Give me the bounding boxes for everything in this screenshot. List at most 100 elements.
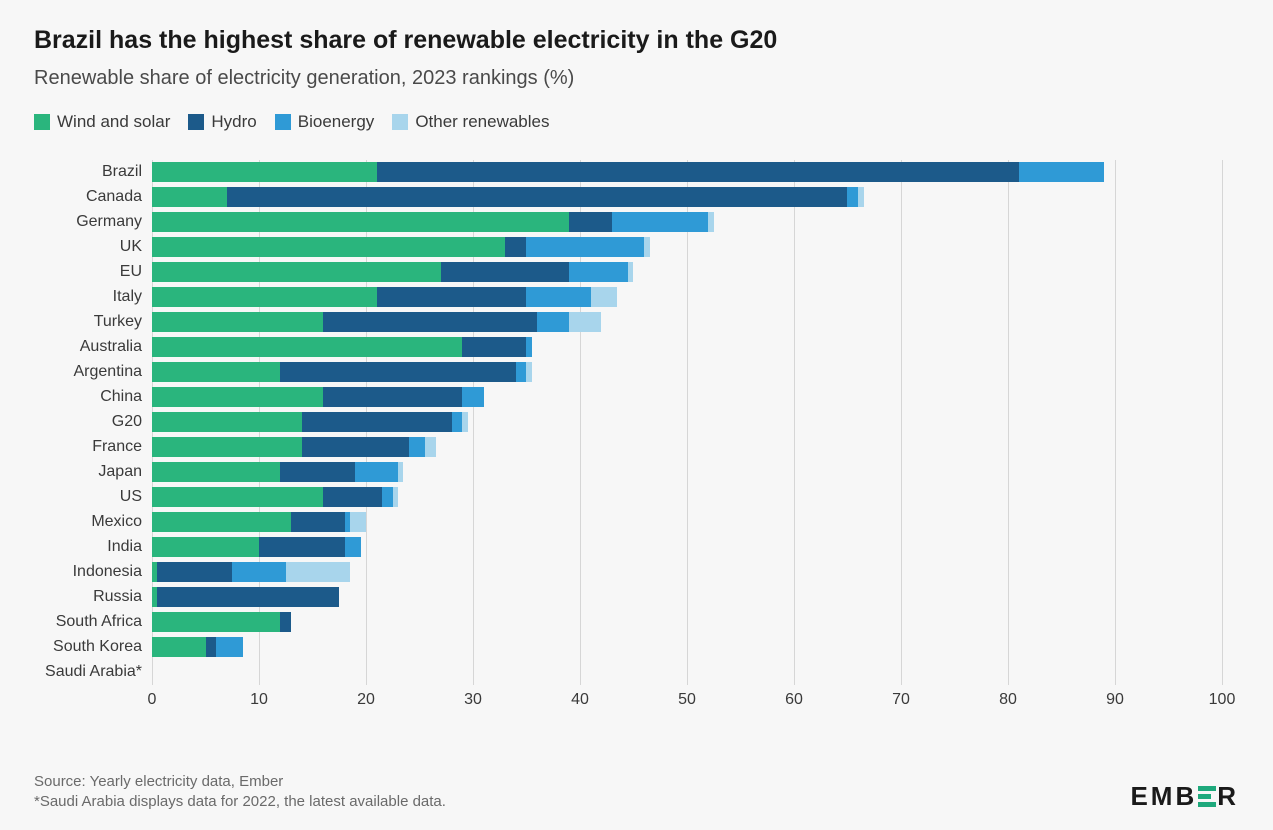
y-axis-label: EU (120, 263, 142, 281)
bar-segment-wind_solar (152, 312, 323, 332)
bar-segment-hydro (323, 387, 462, 407)
bar-segment-hydro (206, 637, 217, 657)
legend-swatch (188, 114, 204, 130)
bar-segment-bioenergy (1019, 162, 1105, 182)
bar-segment-hydro (377, 287, 527, 307)
legend-swatch (34, 114, 50, 130)
bar-row (152, 187, 864, 207)
bar-segment-wind_solar (152, 512, 291, 532)
bar-row (152, 162, 1104, 182)
x-axis-tick: 40 (571, 691, 589, 709)
bar-row (152, 562, 350, 582)
gridline (687, 160, 688, 685)
legend-label: Other renewables (415, 112, 549, 132)
bar-segment-bioenergy (526, 237, 644, 257)
bar-segment-other (628, 262, 633, 282)
logo-text-1: EMB (1130, 781, 1197, 812)
gridline (1222, 160, 1223, 685)
legend-item: Wind and solar (34, 112, 170, 132)
legend-label: Bioenergy (298, 112, 375, 132)
note-line: *Saudi Arabia displays data for 2022, th… (34, 792, 446, 812)
y-axis-label: Saudi Arabia* (45, 663, 142, 681)
bar-segment-wind_solar (152, 362, 280, 382)
bar-segment-bioenergy (537, 312, 569, 332)
legend-label: Wind and solar (57, 112, 170, 132)
bar-segment-hydro (323, 312, 537, 332)
bar-segment-wind_solar (152, 212, 569, 232)
x-axis-tick: 60 (785, 691, 803, 709)
y-axis-label: Italy (113, 288, 142, 306)
legend-item: Bioenergy (275, 112, 375, 132)
x-axis-tick: 70 (892, 691, 910, 709)
bar-row (152, 312, 601, 332)
bar-segment-wind_solar (152, 462, 280, 482)
legend-item: Other renewables (392, 112, 549, 132)
bar-segment-hydro (569, 212, 612, 232)
bar-segment-other (462, 412, 467, 432)
y-axis-label: Canada (86, 188, 142, 206)
legend-label: Hydro (211, 112, 256, 132)
x-axis-tick: 10 (250, 691, 268, 709)
bar-segment-hydro (280, 612, 291, 632)
bar-segment-wind_solar (152, 412, 302, 432)
gridline (1115, 160, 1116, 685)
bar-segment-bioenergy (355, 462, 398, 482)
bar-segment-wind_solar (152, 637, 206, 657)
bar-segment-wind_solar (152, 437, 302, 457)
bar-segment-bioenergy (382, 487, 393, 507)
bar-segment-bioenergy (452, 412, 463, 432)
bar-segment-other (708, 212, 713, 232)
x-axis-tick: 50 (678, 691, 696, 709)
y-axis-label: China (100, 388, 142, 406)
bar-row (152, 537, 361, 557)
bar-segment-wind_solar (152, 237, 505, 257)
bar-segment-bioenergy (345, 537, 361, 557)
x-axis-tick: 90 (1106, 691, 1124, 709)
bar-segment-bioenergy (847, 187, 858, 207)
y-axis-label: US (120, 488, 142, 506)
bar-segment-other (350, 512, 366, 532)
source-text: Source: Yearly electricity data, Ember *… (34, 772, 446, 813)
x-axis: 0102030405060708090100 (152, 685, 1222, 715)
bar-segment-bioenergy (216, 637, 243, 657)
bar-row (152, 587, 339, 607)
bar-row (152, 287, 617, 307)
bar-segment-hydro (157, 587, 339, 607)
x-axis-tick: 100 (1209, 691, 1236, 709)
logo-text-2: R (1217, 781, 1239, 812)
y-axis-label: Russia (93, 588, 142, 606)
bar-segment-hydro (323, 487, 382, 507)
legend-item: Hydro (188, 112, 256, 132)
bar-segment-wind_solar (152, 387, 323, 407)
bar-row (152, 462, 403, 482)
bar-row (152, 262, 633, 282)
bar-row (152, 637, 243, 657)
y-axis-label: Argentina (74, 363, 143, 381)
bar-segment-bioenergy (526, 287, 590, 307)
y-axis-label: South Korea (53, 638, 142, 656)
bar-segment-hydro (157, 562, 232, 582)
bar-segment-other (858, 187, 863, 207)
bar-segment-bioenergy (409, 437, 425, 457)
legend: Wind and solar Hydro Bioenergy Other renewa… (34, 112, 1239, 132)
legend-swatch (275, 114, 291, 130)
bar-segment-wind_solar (152, 262, 441, 282)
bar-segment-bioenergy (232, 562, 286, 582)
bar-segment-other (526, 362, 531, 382)
bar-row (152, 487, 398, 507)
bar-segment-wind_solar (152, 287, 377, 307)
bar-segment-hydro (302, 412, 452, 432)
y-axis-label: Germany (76, 213, 142, 231)
y-axis-label: Brazil (102, 163, 142, 181)
bar-segment-bioenergy (569, 262, 628, 282)
y-axis-label: Turkey (94, 313, 142, 331)
bar-row (152, 512, 366, 532)
bar-segment-other (569, 312, 601, 332)
bar-segment-hydro (505, 237, 526, 257)
chart-subtitle: Renewable share of electricity generatio… (34, 67, 1239, 90)
ember-logo: EMB R (1130, 781, 1239, 812)
y-axis-label: Indonesia (73, 563, 142, 581)
bar-segment-hydro (462, 337, 526, 357)
bar-row (152, 387, 484, 407)
bar-row (152, 237, 650, 257)
